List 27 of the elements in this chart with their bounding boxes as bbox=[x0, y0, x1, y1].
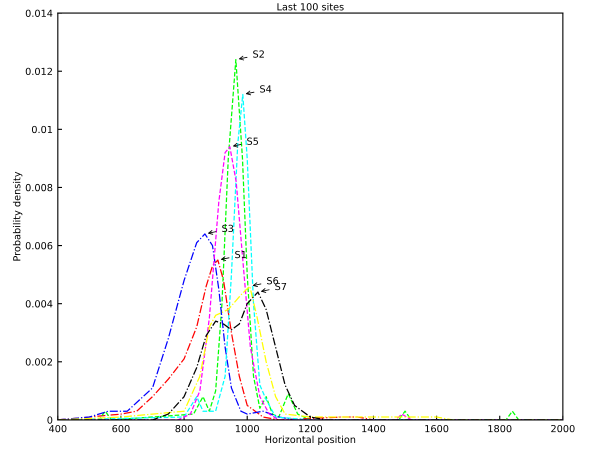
x-tick-label: 400 bbox=[49, 424, 66, 432]
y-tick-label: 0.012 bbox=[26, 68, 52, 76]
x-tick-label: 800 bbox=[175, 424, 193, 432]
x-tick-label: 600 bbox=[112, 424, 130, 432]
y-tick-label: 0.004 bbox=[26, 300, 52, 308]
annotation: S1 bbox=[235, 250, 246, 258]
x-tick-label: 1600 bbox=[425, 424, 448, 432]
y-tick-label: 0.006 bbox=[26, 242, 52, 250]
y-tick-label: 0.014 bbox=[26, 10, 52, 17]
annotation: S5 bbox=[247, 138, 258, 145]
x-tick-label: 1800 bbox=[488, 424, 512, 432]
x-tick-label: 2000 bbox=[551, 424, 575, 432]
chart-title: Last 100 sites bbox=[277, 2, 344, 10]
y-tick-label: 0.002 bbox=[26, 358, 52, 366]
y-tick-label: 0.008 bbox=[26, 184, 52, 192]
annotation: S7 bbox=[275, 282, 286, 290]
annotation: S3 bbox=[222, 224, 234, 232]
x-axis-title: Horizontal position bbox=[266, 436, 356, 445]
y-tick-label: 0.01 bbox=[32, 126, 52, 134]
annotation: S4 bbox=[260, 85, 272, 93]
annotation: S6 bbox=[267, 277, 278, 284]
x-tick-label: 1000 bbox=[236, 424, 259, 432]
y-axis-title: Probability density bbox=[12, 172, 22, 261]
x-tick-label: 1400 bbox=[362, 424, 386, 432]
x-tick-label: 1200 bbox=[299, 424, 322, 432]
y-tick-label: 0 bbox=[47, 416, 52, 424]
annotation: S2 bbox=[253, 50, 264, 58]
